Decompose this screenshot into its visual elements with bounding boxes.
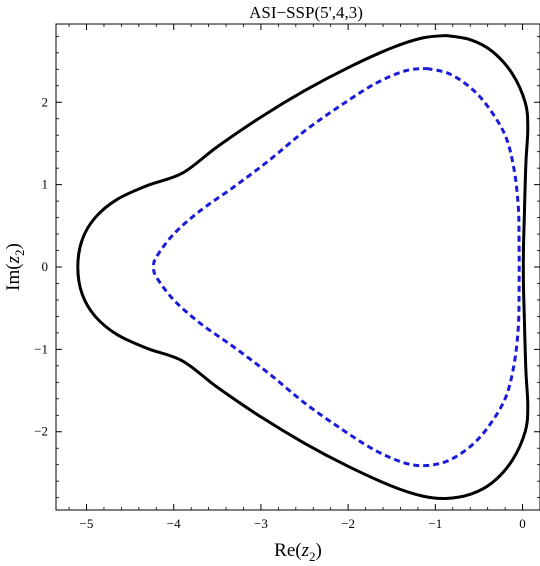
y-axis-label: Im(z2) <box>3 243 27 291</box>
curves <box>76 34 530 501</box>
x-tick-label: −2 <box>341 516 355 531</box>
y-tick-label: 2 <box>42 94 49 109</box>
x-tick-label: −5 <box>80 516 94 531</box>
dashed-blue-curve <box>152 66 521 468</box>
chart-title: ASI−SSP(5',4,3) <box>249 3 363 22</box>
plot-frame <box>55 23 540 511</box>
y-tick-label: 1 <box>42 177 49 192</box>
x-tick-label: −1 <box>428 516 442 531</box>
solid-black-curve <box>76 34 530 501</box>
axis-ticks: −5 −4 −3 −2 −1 0 −2 −1 0 1 2 <box>34 24 540 531</box>
x-tick-label: −3 <box>254 516 268 531</box>
x-tick-label: −4 <box>167 516 181 531</box>
y-tick-label: 0 <box>42 259 49 274</box>
x-tick-label: 0 <box>519 516 526 531</box>
x-axis-label: Re(z2) <box>274 540 322 564</box>
y-tick-label: −2 <box>34 424 48 439</box>
y-tick-label: −1 <box>34 341 48 356</box>
